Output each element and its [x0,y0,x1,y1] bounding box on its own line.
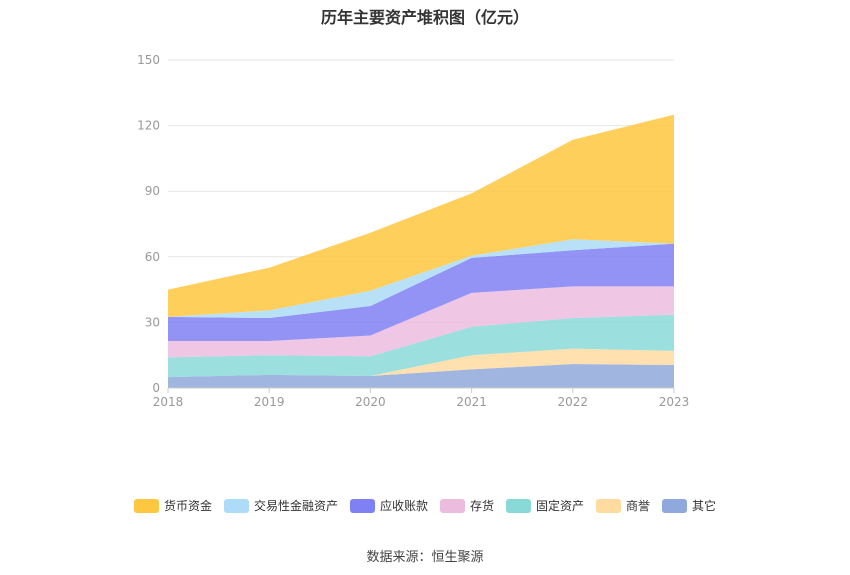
x-tick-label-2022: 2022 [558,395,589,409]
area-series-0 [168,363,674,388]
axis-layer: 0 30 60 90 120 150 2018 2019 2020 2021 2022 2023 [137,53,689,409]
y-tick-label-60: 60 [145,250,160,264]
area-series-2 [168,314,674,378]
area-series-5 [168,239,674,319]
chart-title: 历年主要资产堆积图（亿元） [320,8,529,27]
legend-swatch [223,498,249,513]
x-tick-label-2020: 2020 [355,395,386,409]
legend-item-2[interactable]: 应收账款 [349,497,428,514]
y-tick-label-150: 150 [137,53,160,67]
legend: 货币资金 交易性金融资产 应收账款 存货 固定资产 商誉 其它 [0,497,850,514]
area-series-4 [168,243,674,341]
legend-item-3[interactable]: 存货 [439,497,494,514]
legend-swatch [662,498,688,513]
y-tick-label-90: 90 [145,184,160,198]
legend-label: 固定资产 [536,499,585,513]
area-series-6 [168,114,674,317]
legend-swatch [439,498,465,513]
legend-label: 货币资金 [163,499,212,513]
legend-label: 存货 [469,499,494,513]
x-tick-label-2023: 2023 [659,395,690,409]
legend-label: 应收账款 [379,499,428,513]
area-layer [168,114,674,388]
x-tick-label-2019: 2019 [254,395,285,409]
x-tick-label-2018: 2018 [153,395,184,409]
legend-swatch [506,498,531,513]
x-tick-label-2021: 2021 [456,395,487,409]
area-series-3 [168,286,674,358]
legend-item-5[interactable]: 商誉 [596,497,650,514]
legend-label: 其它 [692,499,717,513]
legend-item-6[interactable]: 其它 [662,497,716,514]
y-tick-label-0: 0 [152,381,160,395]
legend-item-1[interactable]: 交易性金融资产 [223,497,338,514]
legend-item-0[interactable]: 货币资金 [133,497,212,514]
area-series-1 [168,348,674,378]
source-note: 数据来源：恒生聚源 [366,550,484,565]
legend-item-4[interactable]: 固定资产 [506,497,584,514]
legend-swatch [349,498,375,513]
y-tick-label-30: 30 [145,315,160,329]
legend-label: 商誉 [626,499,651,513]
legend-swatch [596,498,622,513]
y-tick-label-120: 120 [137,119,160,133]
legend-label: 交易性金融资产 [253,499,338,513]
legend-swatch [133,498,159,513]
